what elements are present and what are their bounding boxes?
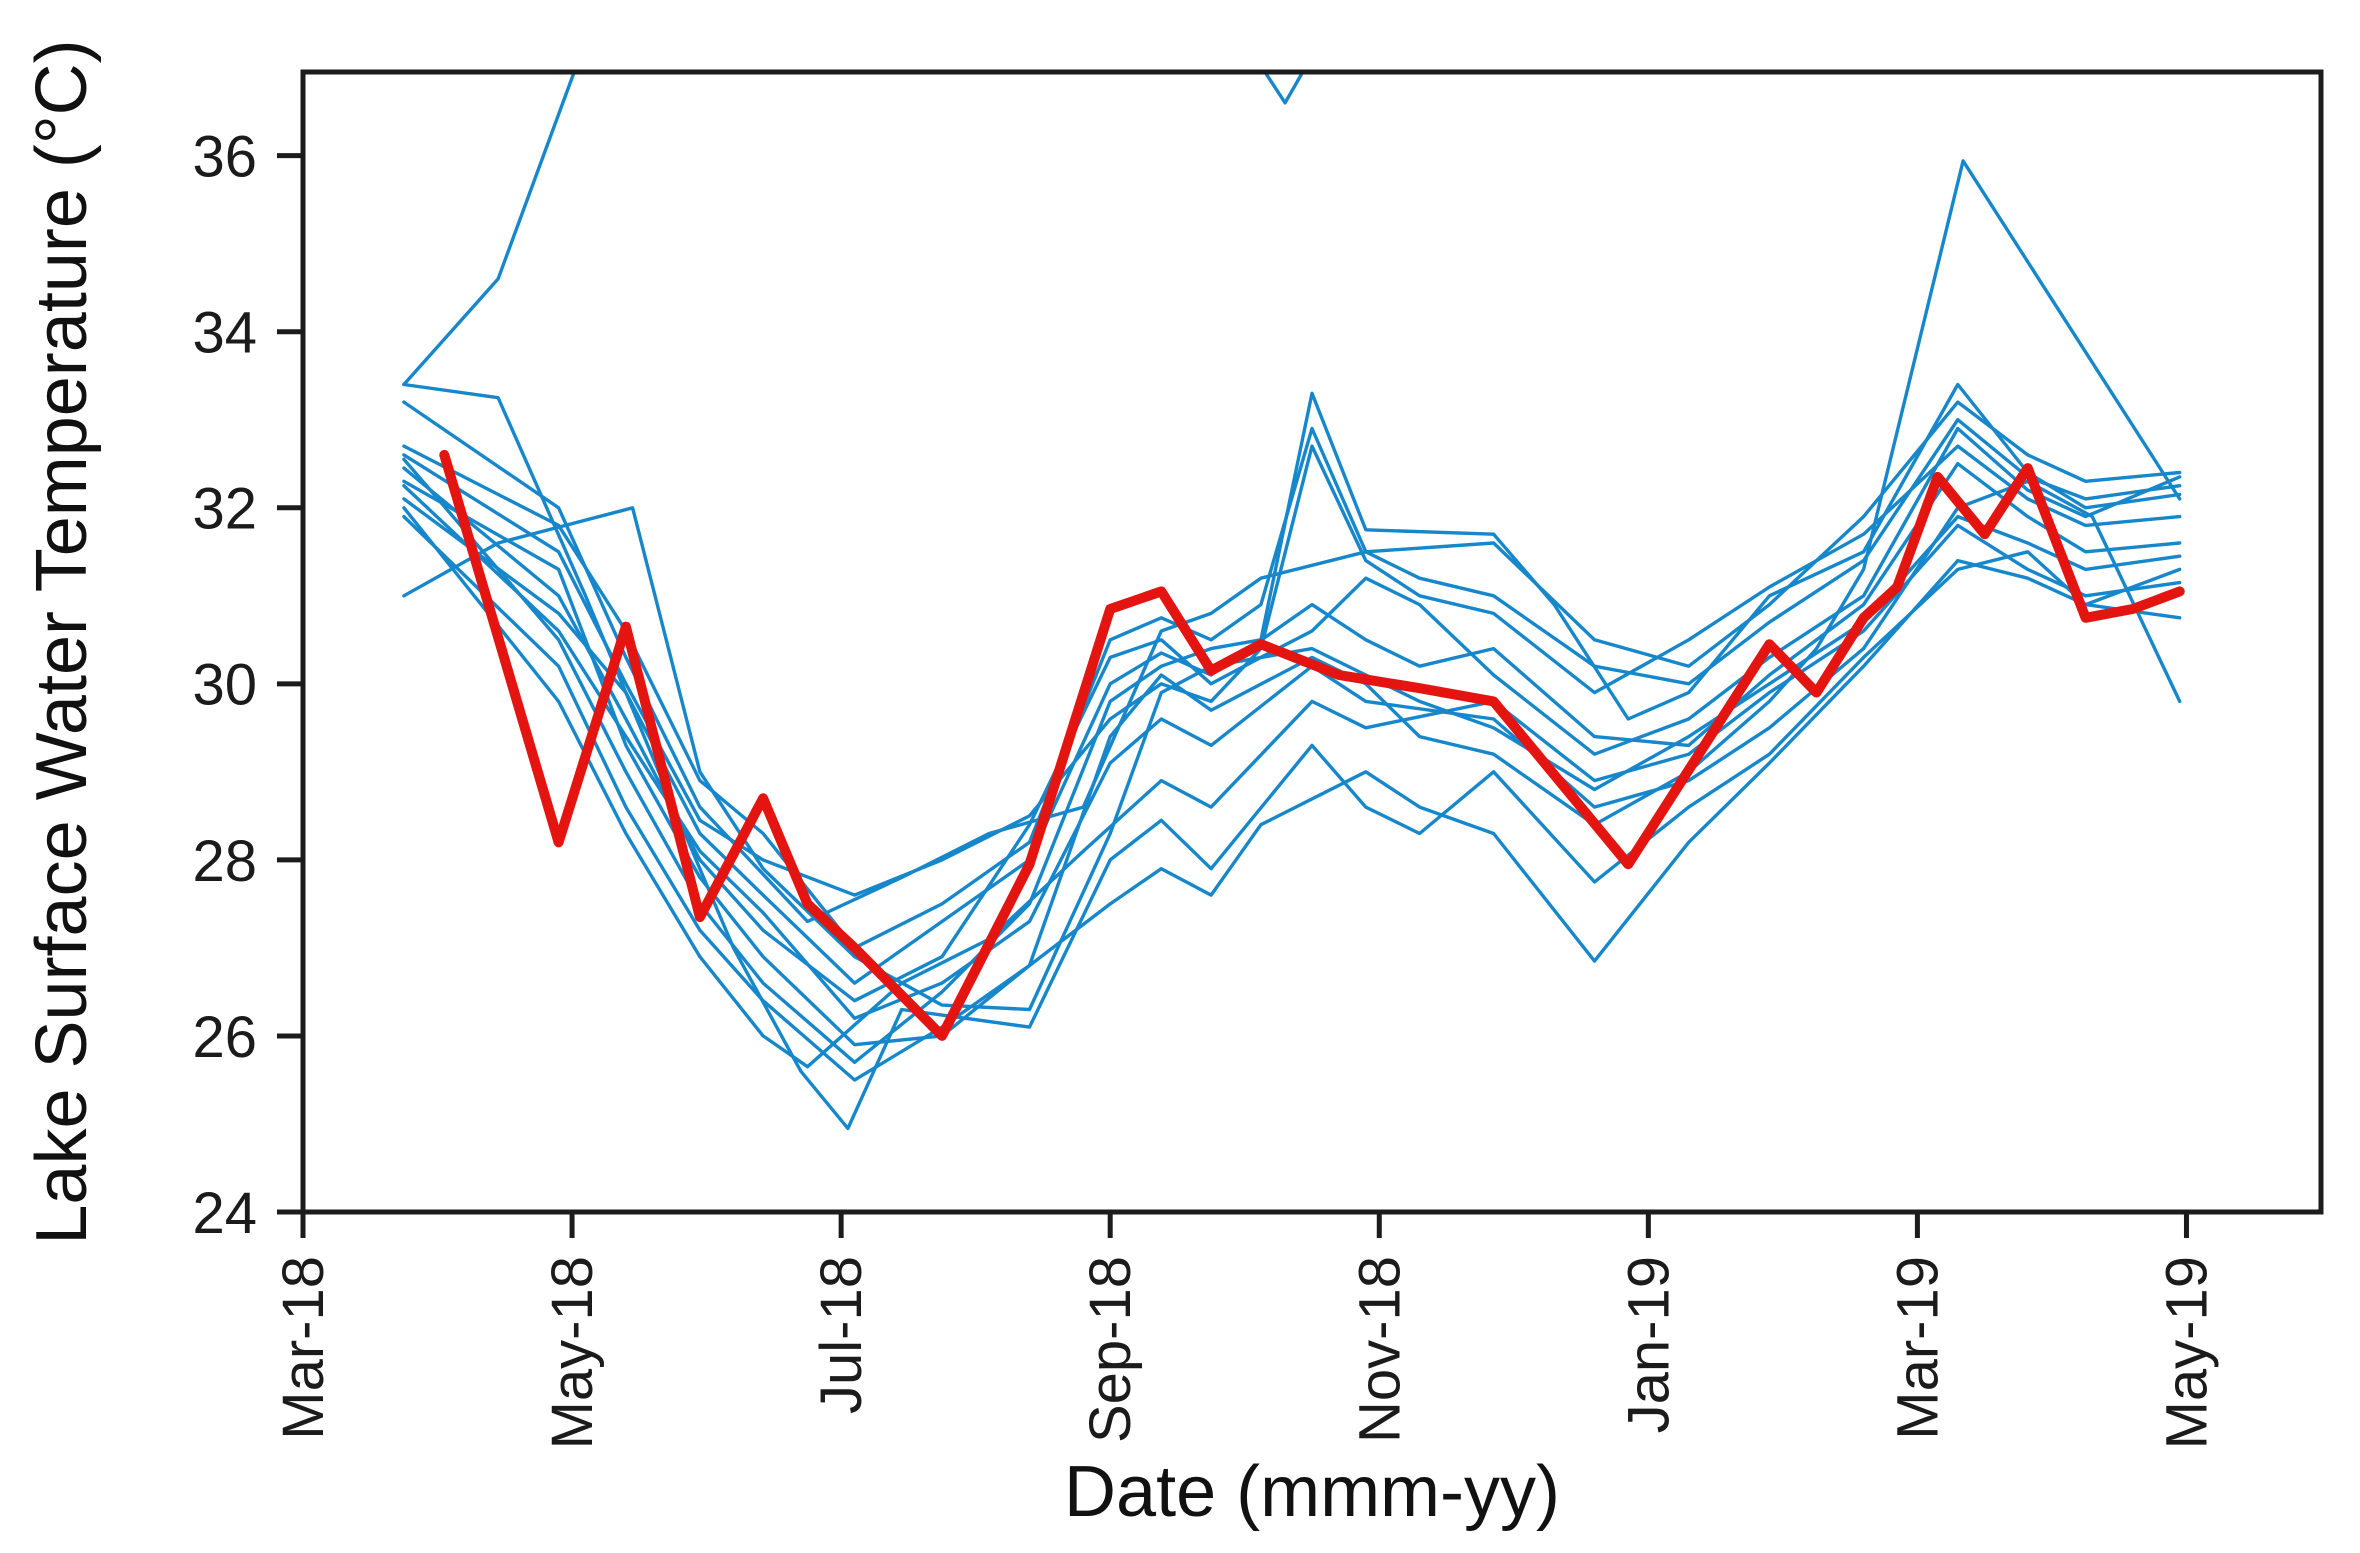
x-tick-label: May-19 [2154, 1256, 2219, 1449]
y-tick-label: 32 [192, 477, 257, 542]
x-tick-label: May-18 [540, 1256, 605, 1449]
plot-frame [300, 69, 2324, 1215]
x-tick-label: Mar-19 [1885, 1256, 1950, 1440]
x-tick-label: Sep-18 [1078, 1256, 1143, 1443]
y-tick-label: 28 [192, 829, 257, 894]
series-lake-blue-01 [402, 426, 2182, 1003]
y-axis-title: Lake Surface Water Temperature (°C) [22, 39, 102, 1245]
series-focal-lake-red [439, 449, 2185, 1041]
series-lake-blue-07 [402, 514, 2182, 1082]
series-lake-blue-08 [402, 506, 2182, 1012]
y-tick-label: 36 [192, 125, 257, 190]
x-axis-title: Date (mmm-yy) [1064, 1452, 1560, 1532]
y-tick-label: 30 [192, 653, 257, 718]
x-tick-label: Jul-18 [809, 1256, 874, 1414]
series-lake-blue-09 [402, 444, 2182, 897]
series-lake-blue-12-offscale [402, 72, 1305, 387]
x-tick-label: Nov-18 [1347, 1256, 1412, 1443]
series-lake-blue-04 [402, 159, 2182, 1047]
y-tick-label: 26 [192, 1005, 257, 1070]
series-lake-blue-06 [402, 462, 2182, 985]
series-lake-blue-13 [402, 479, 2182, 1020]
x-tick-label: Jan-19 [1616, 1256, 1681, 1433]
y-tick-label: 34 [192, 301, 257, 366]
series-lake-blue-02 [402, 382, 2182, 1131]
x-tick-label: Mar-18 [271, 1256, 336, 1440]
y-tick-label: 24 [192, 1181, 257, 1246]
